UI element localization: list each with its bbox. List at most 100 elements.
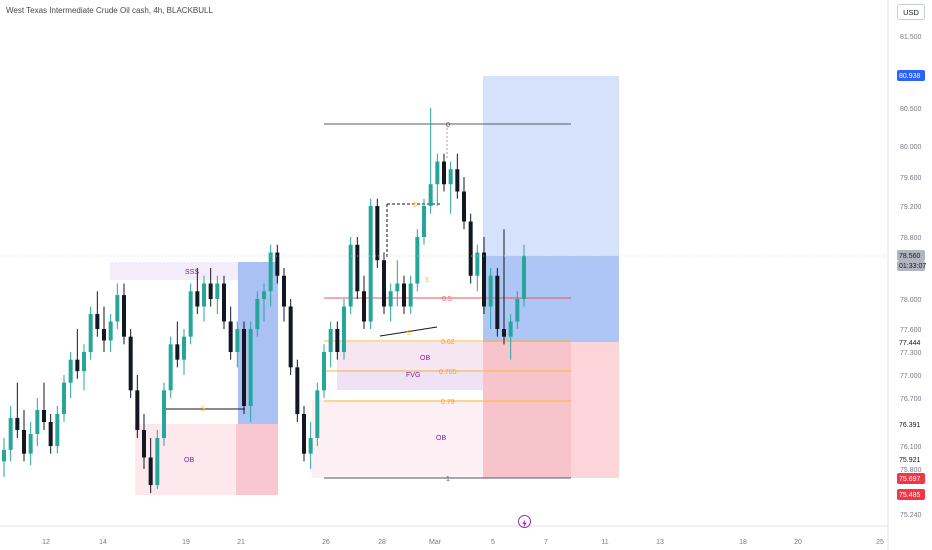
candle-body [455, 169, 460, 192]
candle-body [95, 314, 100, 329]
time-axis-tick: 25 [876, 539, 884, 546]
time-axis-tick: Mar [429, 539, 442, 546]
currency-button[interactable]: USD [897, 4, 925, 20]
candle-body [22, 430, 26, 454]
price-axis-tick: 76.700 [900, 396, 922, 403]
fib-0-62-label: 0.62 [441, 339, 455, 346]
price-tag-text: 78.560 [899, 253, 921, 260]
candle-body [215, 283, 220, 299]
fib-0-705-label: 0.705 [439, 369, 457, 376]
candle-body [508, 321, 513, 337]
candle-body [428, 184, 433, 206]
candle-body [62, 382, 66, 414]
ob-label-left: OB [184, 457, 194, 464]
target-zone-filled [483, 256, 619, 342]
price-axis-tick: 77.000 [900, 373, 922, 380]
dollar-mark: $ [407, 330, 411, 337]
time-axis-tick: 13 [656, 539, 664, 546]
candle-body [2, 449, 6, 462]
chart-title: West Texas Intermediate Crude Oil cash, … [6, 6, 213, 15]
candle-body [188, 291, 193, 337]
candle-body [515, 299, 520, 322]
price-tag-box [897, 337, 925, 348]
candle-body [202, 283, 206, 307]
candle-body [115, 295, 120, 322]
candle-body [195, 291, 200, 307]
candle-body [68, 359, 73, 383]
lightning-icon[interactable] [518, 515, 531, 528]
candle-body [315, 390, 320, 438]
target-zone-upper [483, 76, 619, 256]
price-tag-text: 75.921 [899, 457, 921, 464]
price-axis-tick: 77.300 [900, 350, 922, 357]
ob-label-right: OB [436, 435, 446, 442]
candle-body [468, 221, 473, 276]
fib-0-79-label: 0.79 [441, 399, 455, 406]
candle-body [368, 206, 373, 322]
candle-body [355, 244, 360, 292]
candle-body [335, 329, 340, 352]
fvg-label: FVG [406, 372, 420, 379]
price-tag-box [897, 250, 925, 261]
candle-body [422, 206, 426, 237]
price-tag-box [897, 419, 925, 430]
candle-body [282, 275, 286, 307]
liq-low-line [379, 326, 438, 337]
price-tag-box [897, 473, 925, 484]
candle-body [75, 359, 80, 372]
candle-body [268, 252, 273, 292]
candle-body [362, 291, 366, 322]
candle-body [108, 321, 113, 341]
time-axis-tick: 28 [378, 539, 386, 546]
price-axis-tick: 80.000 [900, 144, 922, 151]
time-axis-tick: 5 [491, 539, 495, 546]
candle-body [462, 191, 466, 222]
price-tag-box [897, 261, 925, 271]
sss-zone [110, 262, 238, 280]
candle-body [162, 390, 166, 438]
candle-body [442, 161, 446, 185]
candle-body [402, 283, 406, 307]
candle-body [15, 418, 20, 430]
price-axis-tick: 80.500 [900, 106, 922, 113]
dollar-mark: $ [425, 277, 429, 284]
price-tag-box [897, 70, 925, 81]
candle-body [55, 414, 60, 446]
candle-body [482, 252, 486, 307]
fib-0-label: 0 [446, 122, 450, 129]
candle-body [348, 244, 353, 307]
price-tag-text: 76.391 [899, 422, 921, 429]
candle-body [208, 283, 213, 299]
candle-body [135, 390, 140, 430]
price-axis-tick: 79.200 [900, 204, 922, 211]
fib-0-5-label: 0.5 [442, 296, 452, 303]
candle-body [342, 306, 346, 352]
ob-label-mid: OB [420, 355, 430, 362]
price-tag-text: 75.697 [899, 476, 921, 483]
candle-body [28, 434, 33, 454]
candle-body [502, 329, 506, 337]
candle-body [415, 237, 420, 284]
price-axis-tick: 76.100 [900, 444, 922, 451]
price-axis-tick: 75.800 [900, 467, 922, 474]
candle-body [295, 367, 300, 414]
candle-body [275, 252, 280, 276]
candle-body [168, 344, 173, 391]
stop-zone-filled [483, 342, 571, 478]
candle-body [148, 457, 153, 486]
price-axis-tick: 78.800 [900, 235, 922, 242]
candle-body [475, 252, 480, 276]
candle-body [228, 321, 233, 352]
candle-body [382, 260, 386, 307]
candle-body [42, 410, 46, 422]
candle-body [302, 414, 306, 454]
sss-label: SSS [185, 269, 199, 276]
candle-body [142, 430, 146, 458]
ob-zone-mid [337, 342, 483, 370]
candle-body [35, 410, 40, 434]
candle-body [395, 283, 400, 292]
candle-body [288, 306, 293, 368]
candle-body [255, 299, 260, 329]
time-axis-tick: 14 [99, 539, 107, 546]
